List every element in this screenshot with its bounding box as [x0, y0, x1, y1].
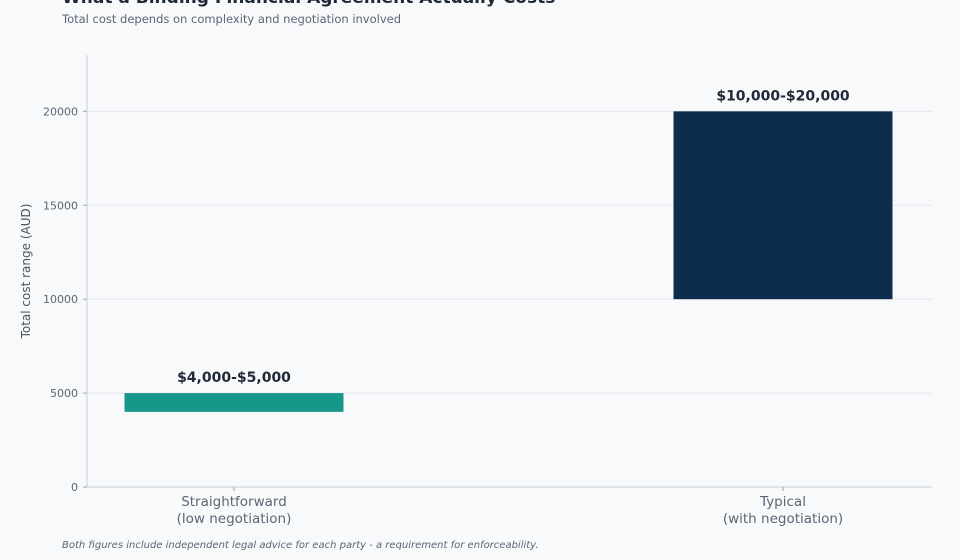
y-tick-label: 15000: [43, 199, 78, 212]
chart-subtitle: Total cost depends on complexity and neg…: [62, 12, 402, 26]
y-tick-label: 5000: [50, 387, 78, 400]
chart-title: What a Binding Financial Agreement Actua…: [62, 0, 555, 8]
y-tick-label: 0: [71, 481, 78, 494]
footnote: Both figures include independent legal a…: [62, 540, 539, 551]
bar-data-label: $4,000-$5,000: [177, 370, 291, 386]
x-tick-label: (with negotiation): [723, 511, 843, 527]
x-tick-label: (low negotiation): [177, 511, 292, 527]
x-tick-label: Straightforward: [181, 494, 287, 510]
y-tick-label: 20000: [43, 105, 78, 118]
bar-data-label: $10,000-$20,000: [716, 88, 850, 104]
bar: [124, 393, 344, 412]
y-tick-label: 10000: [43, 293, 78, 306]
bar: [673, 111, 893, 300]
x-tick-label: Typical: [759, 494, 806, 510]
y-axis-title: Total cost range (AUD): [19, 204, 33, 340]
